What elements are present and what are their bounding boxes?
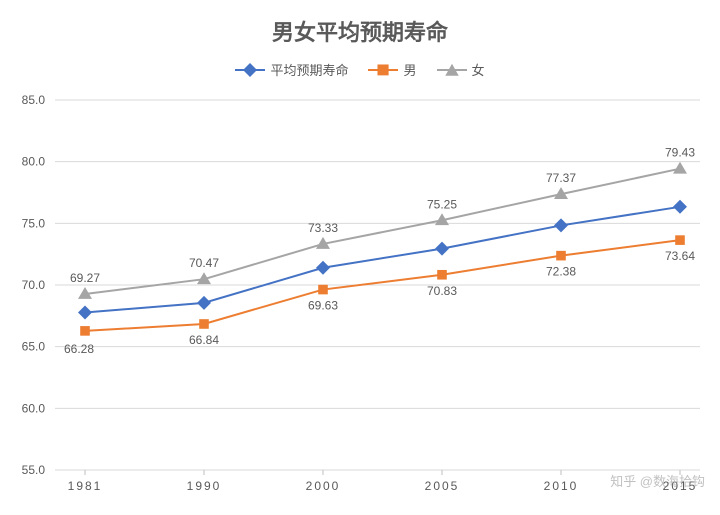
plot-area: 55.060.065.070.075.080.085.0198119902000… (55, 100, 700, 470)
series-marker (435, 242, 449, 256)
y-tick-label: 70.0 (22, 278, 46, 292)
data-label: 75.25 (427, 197, 457, 211)
y-tick-label: 60.0 (22, 401, 46, 415)
x-tick-label: 2000 (306, 479, 341, 493)
legend-label: 男 (403, 60, 416, 79)
legend-label: 女 (472, 60, 485, 79)
x-tick-label: 2010 (544, 479, 579, 493)
y-tick-label: 65.0 (22, 340, 46, 354)
series-marker (675, 235, 685, 245)
series-marker (673, 162, 687, 174)
legend-item: 男 (368, 60, 416, 79)
data-label: 73.64 (665, 249, 695, 263)
series-marker (316, 261, 330, 275)
legend-label: 平均预期寿命 (270, 60, 348, 79)
series-marker (199, 319, 209, 329)
series-marker (673, 200, 687, 214)
data-label: 73.33 (308, 221, 338, 235)
series-line (85, 169, 680, 294)
chart-title: 男女平均预期寿命 (0, 15, 720, 47)
y-tick-label: 80.0 (22, 155, 46, 169)
x-tick-label: 1990 (187, 479, 222, 493)
x-tick-label: 1981 (68, 479, 103, 493)
series-marker (318, 285, 328, 295)
x-tick-label: 2005 (425, 479, 460, 493)
series-marker (197, 296, 211, 310)
y-tick-label: 85.0 (22, 93, 46, 107)
y-tick-label: 75.0 (22, 216, 46, 230)
data-label: 69.63 (308, 299, 338, 313)
legend-item: 女 (437, 60, 485, 79)
series-marker (80, 326, 90, 336)
data-label: 79.43 (665, 146, 695, 160)
series-marker (556, 251, 566, 261)
data-label: 70.47 (189, 256, 219, 270)
data-label: 69.27 (70, 271, 100, 285)
data-label: 72.38 (546, 265, 576, 279)
chart-container: 男女平均预期寿命 平均预期寿命男女 55.060.065.070.075.080… (0, 0, 720, 515)
series-marker (78, 306, 92, 320)
series-line (85, 207, 680, 313)
y-tick-label: 55.0 (22, 463, 46, 477)
legend: 平均预期寿命 男 女 (0, 60, 720, 79)
data-label: 70.83 (427, 284, 457, 298)
chart-svg: 55.060.065.070.075.080.085.0198119902000… (55, 100, 700, 470)
data-label: 66.28 (64, 342, 94, 356)
series-marker (437, 270, 447, 280)
data-label: 66.84 (189, 333, 219, 347)
series-marker (554, 218, 568, 232)
data-label: 77.37 (546, 171, 576, 185)
watermark: 知乎 @数海拾钩 (610, 471, 705, 490)
legend-item: 平均预期寿命 (235, 60, 348, 79)
